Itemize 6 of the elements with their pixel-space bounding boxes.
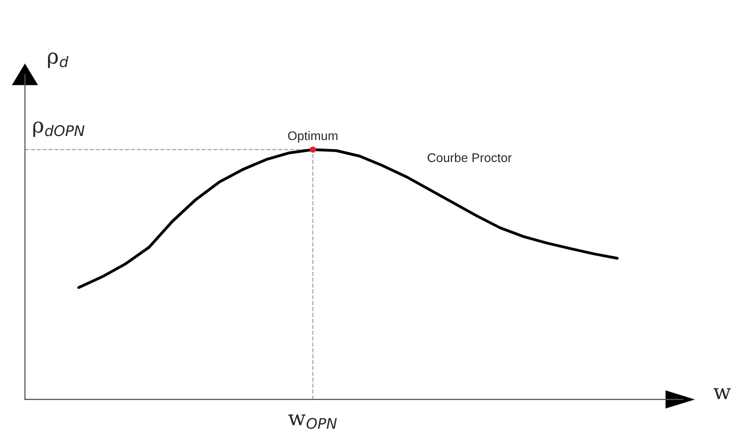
annotation: Courbe Proctor	[428, 152, 512, 162]
text: w$_{OPN}$	[288, 414, 337, 429]
x-axis-title: w	[714, 388, 731, 400]
ref-line-label: ρ$_{dOPN}$	[33, 121, 84, 137]
y-axis-title: ρ$_{d}$	[48, 52, 68, 68]
annotation: Optimum	[288, 131, 338, 143]
